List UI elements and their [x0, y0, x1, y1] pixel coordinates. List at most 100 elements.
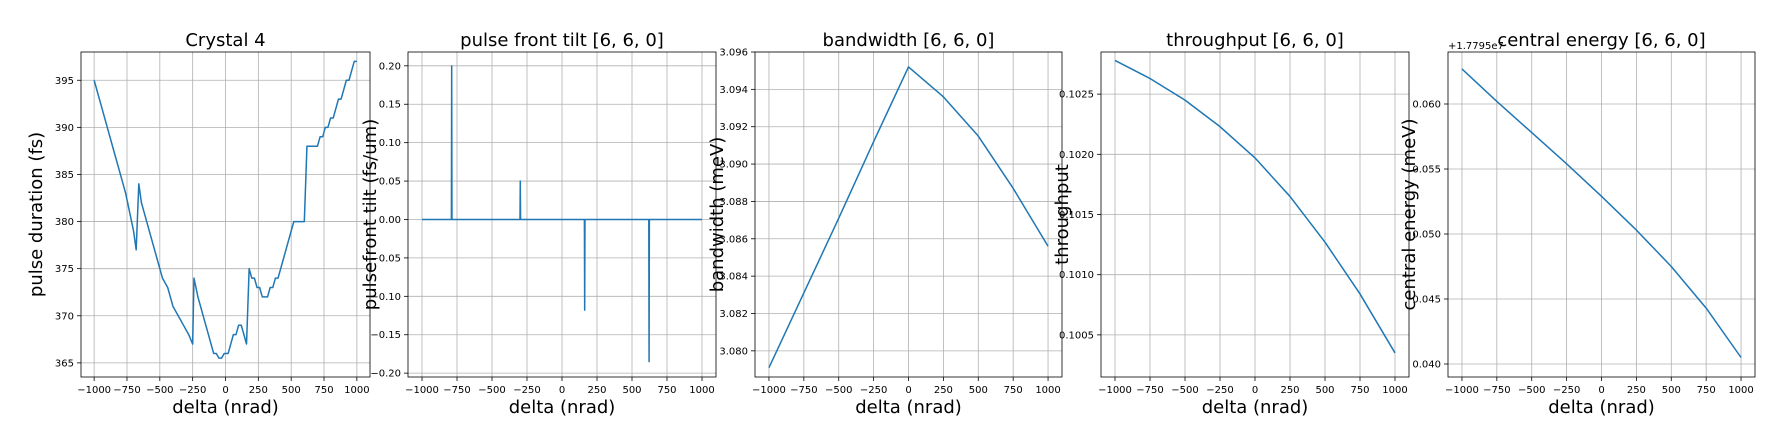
y-tick-label: 395 [55, 76, 74, 87]
x-tick-label: −750 [1483, 385, 1510, 396]
y-offset-label: +1.7795e7 [1448, 41, 1504, 52]
series-line-1 [1461, 68, 1742, 358]
y-tick-label: 0.050 [1412, 230, 1441, 241]
y-axis-label: bandwidth (meV) [707, 137, 728, 293]
x-tick-label: −1000 [405, 385, 439, 396]
x-tick-label: 0 [222, 385, 228, 396]
x-axis-label: delta (nrad) [1548, 397, 1655, 418]
x-tick-label: 250 [934, 385, 953, 396]
chart-title: central energy [6, 6, 0] [1497, 30, 1705, 51]
x-tick-label: −250 [1206, 385, 1233, 396]
x-tick-label: −1000 [752, 385, 786, 396]
x-tick-label: 0 [905, 385, 911, 396]
y-axis-label: pulse duration (fs) [26, 132, 47, 297]
y-tick-label: 3.082 [719, 309, 748, 320]
y-tick-label: 380 [55, 217, 74, 228]
y-tick-label: 0.20 [379, 61, 401, 72]
x-tick-label: −250 [513, 385, 540, 396]
chart-panel-2: −1000 −750 −500 −250 0 250 500 750 1000 −0.20 −0.1… [360, 30, 717, 418]
x-tick-label: −500 [1171, 385, 1198, 396]
chart-title: Crystal 4 [185, 30, 265, 51]
y-tick-label: 0.05 [379, 177, 401, 188]
y-tick-label: 0.1025 [1059, 90, 1094, 101]
plot-frame [407, 51, 717, 378]
x-tick-label: −1000 [1098, 385, 1132, 396]
y-tick-label: 3.084 [719, 272, 748, 283]
chart-title: bandwidth [6, 6, 0] [823, 30, 995, 51]
x-tick-label: 0 [1252, 385, 1258, 396]
x-axis-label: delta (nrad) [172, 397, 279, 418]
chart-panel-3: −1000 −750 −500 −250 0 250 500 750 1000 3.080 3.08… [707, 30, 1063, 418]
x-axis-label: delta (nrad) [855, 397, 962, 418]
x-tick-label: −750 [113, 385, 140, 396]
x-tick-label: −1000 [77, 385, 111, 396]
y-tick-label: 0.1005 [1059, 330, 1094, 341]
y-tick-label: −0.15 [370, 330, 401, 341]
y-tick-label: 3.092 [719, 122, 748, 133]
y-tick-label: 3.080 [719, 346, 748, 357]
y-tick-label: 0.1020 [1059, 150, 1094, 161]
x-tick-label: 1000 [689, 385, 714, 396]
x-tick-label: 500 [1662, 385, 1681, 396]
y-tick-label: −0.20 [370, 369, 401, 380]
x-tick-label: 500 [282, 385, 301, 396]
chart-title: pulse front tilt [6, 6, 0] [460, 30, 664, 51]
x-tick-label: −500 [1518, 385, 1545, 396]
x-tick-label: 500 [1315, 385, 1334, 396]
x-tick-label: 250 [1280, 385, 1299, 396]
y-tick-label: 0.045 [1412, 295, 1441, 306]
series-line-1 [93, 60, 357, 359]
series-line-1 [1114, 59, 1396, 354]
x-tick-label: 500 [969, 385, 988, 396]
y-tick-label: 3.090 [719, 160, 748, 171]
y-tick-label: 0.055 [1412, 165, 1441, 176]
x-tick-label: 750 [657, 385, 676, 396]
y-tick-label: 3.086 [719, 234, 748, 245]
y-tick-label: 3.096 [719, 48, 748, 59]
x-tick-label: 750 [1350, 385, 1369, 396]
x-tick-label: 1000 [1728, 385, 1753, 396]
chart-title: throughput [6, 6, 0] [1166, 30, 1344, 51]
x-tick-label: 0 [1598, 385, 1604, 396]
x-tick-label: 1000 [1382, 385, 1407, 396]
y-axis-label: throughput [1052, 164, 1073, 265]
chart-panel-4: −1000 −750 −500 −250 0 250 500 750 1000 0.1005 0.1… [1052, 30, 1410, 418]
plot-frame [1100, 51, 1410, 378]
x-tick-label: 250 [587, 385, 606, 396]
x-tick-label: −500 [478, 385, 505, 396]
y-tick-label: 0.040 [1412, 360, 1441, 371]
x-tick-label: −1000 [1445, 385, 1479, 396]
chart-panel-1: −1000 −750 −500 −250 0 250 500 750 1000 365 370 375… [26, 30, 371, 418]
plot-frame [1447, 51, 1756, 378]
y-tick-label: 3.088 [719, 197, 748, 208]
x-tick-label: −500 [825, 385, 852, 396]
y-tick-label: 0.1010 [1059, 270, 1094, 281]
x-tick-label: −750 [443, 385, 470, 396]
x-tick-label: 500 [622, 385, 641, 396]
x-tick-label: −500 [146, 385, 173, 396]
series-line-1 [422, 65, 702, 363]
y-tick-label: −0.05 [370, 253, 401, 264]
y-tick-label: 365 [55, 358, 74, 369]
y-tick-label: 0.15 [379, 100, 401, 111]
x-tick-label: 750 [1697, 385, 1716, 396]
x-tick-label: 1000 [344, 385, 369, 396]
chart-panel-5: −1000 −750 −500 −250 0 250 500 750 1000 0.040 0.04… [1399, 30, 1756, 418]
x-axis-label: delta (nrad) [1202, 397, 1309, 418]
x-tick-label: 750 [1004, 385, 1023, 396]
y-tick-label: 0.1015 [1059, 210, 1094, 221]
y-tick-label: 0.00 [379, 215, 401, 226]
y-tick-label: 375 [55, 264, 74, 275]
y-tick-label: 0.060 [1412, 100, 1441, 111]
x-tick-label: 250 [1627, 385, 1646, 396]
x-tick-label: −750 [790, 385, 817, 396]
y-tick-label: 370 [55, 311, 74, 322]
y-tick-label: 3.094 [719, 85, 748, 96]
y-tick-label: 0.10 [379, 138, 401, 149]
series-line-1 [768, 66, 1049, 368]
plot-frame [80, 51, 371, 378]
y-tick-label: 390 [55, 123, 74, 134]
x-tick-label: −750 [1136, 385, 1163, 396]
